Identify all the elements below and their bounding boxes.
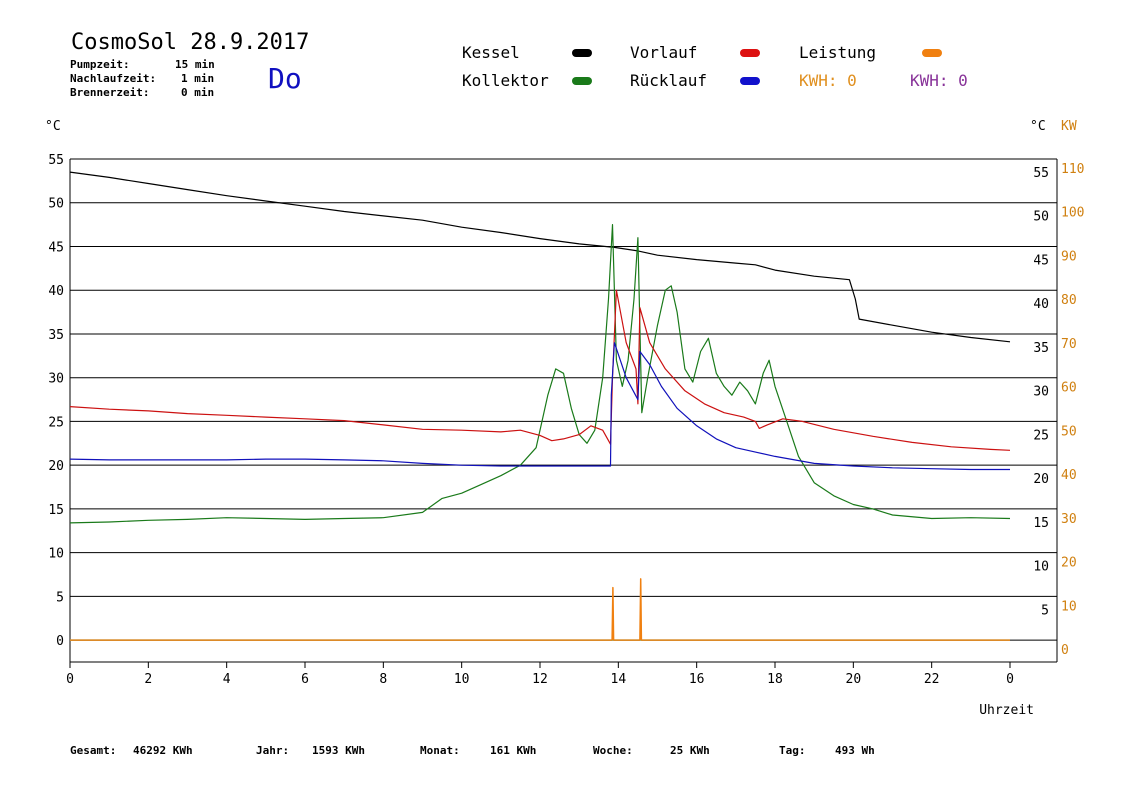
y-tick-label-right: 15	[1033, 516, 1049, 531]
footer-gesamt-label: Gesamt:	[70, 744, 117, 757]
y-tick-label-right: 45	[1033, 253, 1049, 268]
kw-tick-label: 40	[1061, 468, 1077, 483]
footer-woche-value: 25 KWh	[670, 744, 710, 757]
y-tick-label-left: 10	[48, 547, 64, 562]
y-axis-label-right: °C	[1030, 119, 1046, 134]
legend-kollektor: Kollektor	[462, 71, 549, 90]
param-label: Pumpzeit:	[70, 58, 130, 71]
legend-kwh-orange: KWH: 0	[799, 71, 857, 90]
series-line-kessel	[69, 171, 1011, 343]
y-axis-label-kw: KW	[1061, 119, 1077, 134]
x-tick-label: 16	[689, 672, 705, 687]
legend-kollektor-swatch	[572, 77, 592, 85]
kw-tick-label: 110	[1061, 162, 1084, 177]
y-tick-label-right: 10	[1033, 560, 1049, 575]
series-line-kollektor	[69, 224, 1011, 524]
x-tick-label: 0	[66, 672, 74, 687]
kw-tick-label: 30	[1061, 512, 1077, 527]
legend-ruecklauf-swatch	[740, 77, 760, 85]
legend-ruecklauf: Rücklauf	[630, 71, 708, 90]
footer-woche-label: Woche:	[593, 744, 633, 757]
y-tick-label-right: 20	[1033, 472, 1049, 487]
y-tick-label-left: 5	[56, 590, 64, 605]
y-tick-label-left: 35	[48, 328, 64, 343]
chart-title: CosmoSol 28.9.2017	[71, 30, 310, 55]
kw-tick-label: 60	[1061, 381, 1077, 396]
param-label: Nachlaufzeit:	[70, 72, 157, 85]
footer-gesamt-value: 46292 KWh	[133, 744, 193, 757]
y-tick-label-right: 50	[1033, 210, 1049, 225]
x-tick-label: 20	[846, 672, 862, 687]
x-tick-label: 2	[144, 672, 152, 687]
legend-kwh-purple: KWH: 0	[910, 71, 968, 90]
y-tick-label-right: 25	[1033, 428, 1049, 443]
kw-tick-label: 70	[1061, 337, 1077, 352]
y-tick-label-left: 15	[48, 503, 64, 518]
kw-tick-label: 10	[1061, 599, 1077, 614]
y-tick-label-left: 40	[48, 284, 64, 299]
y-tick-label-left: 30	[48, 372, 64, 387]
param-value: 0 min	[181, 86, 215, 99]
legend-vorlauf: Vorlauf	[630, 43, 698, 62]
tick-labels: 0 2 4 6 8 10 12 14 16 18 20 22 005101520253035404550…	[45, 119, 1084, 718]
x-tick-label: 12	[532, 672, 548, 687]
kw-tick-label: 100	[1061, 206, 1084, 221]
kw-tick-label: 0	[1061, 643, 1069, 658]
y-tick-label-left: 25	[48, 415, 64, 430]
y-tick-label-left: 45	[48, 240, 64, 255]
legend-leistung: Leistung	[799, 43, 877, 62]
param-label: Brennerzeit:	[70, 86, 150, 99]
series-line-leistung	[70, 578, 1010, 641]
y-tick-label-left: 0	[56, 634, 64, 649]
weekday-label: Do	[268, 62, 302, 95]
kw-tick-label: 90	[1061, 249, 1077, 264]
x-axis-label: Uhrzeit	[979, 703, 1034, 718]
param-value: 1 min	[181, 72, 215, 85]
kw-tick-label: 50	[1061, 424, 1077, 439]
x-tick-label: 22	[924, 672, 940, 687]
legend-kessel-swatch	[572, 49, 592, 57]
y-tick-label-right: 35	[1033, 341, 1049, 356]
y-tick-label-right: 5	[1041, 603, 1049, 618]
param-value: 15 min	[175, 58, 215, 71]
legend-vorlauf-swatch	[740, 49, 760, 57]
y-tick-label-left: 20	[48, 459, 64, 474]
chart-axes	[69, 159, 1058, 668]
y-tick-label-right: 40	[1033, 297, 1049, 312]
x-tick-label: 4	[223, 672, 231, 687]
y-tick-label-right: 30	[1033, 385, 1049, 400]
x-tick-label: 14	[611, 672, 627, 687]
footer-jahr-label: Jahr:	[256, 744, 290, 757]
footer-monat-label: Monat:	[420, 744, 460, 757]
footer-monat-value: 161 KWh	[490, 744, 537, 757]
legend-leistung-swatch	[922, 49, 942, 57]
legend-kessel: Kessel	[462, 43, 520, 62]
x-tick-label: 0	[1006, 672, 1014, 687]
y-tick-label-left: 55	[48, 153, 64, 168]
chart-grid	[70, 158, 1057, 641]
footer-tag-value: 493 Wh	[835, 744, 875, 757]
x-tick-label: 6	[301, 672, 309, 687]
kw-tick-label: 20	[1061, 556, 1077, 571]
x-tick-label: 18	[767, 672, 783, 687]
series-line-vorlauf	[69, 289, 1011, 451]
y-tick-label-left: 50	[48, 197, 64, 212]
x-tick-label: 8	[379, 672, 387, 687]
kw-tick-label: 80	[1061, 293, 1077, 308]
y-axis-label-left: °C	[45, 119, 61, 134]
series-line-ruecklauf	[69, 342, 1010, 471]
footer-tag-label: Tag:	[779, 744, 806, 757]
footer-jahr-value: 1593 KWh	[312, 744, 365, 757]
y-tick-label-right: 55	[1033, 166, 1049, 181]
series-lines	[69, 171, 1011, 641]
x-tick-label: 10	[454, 672, 470, 687]
